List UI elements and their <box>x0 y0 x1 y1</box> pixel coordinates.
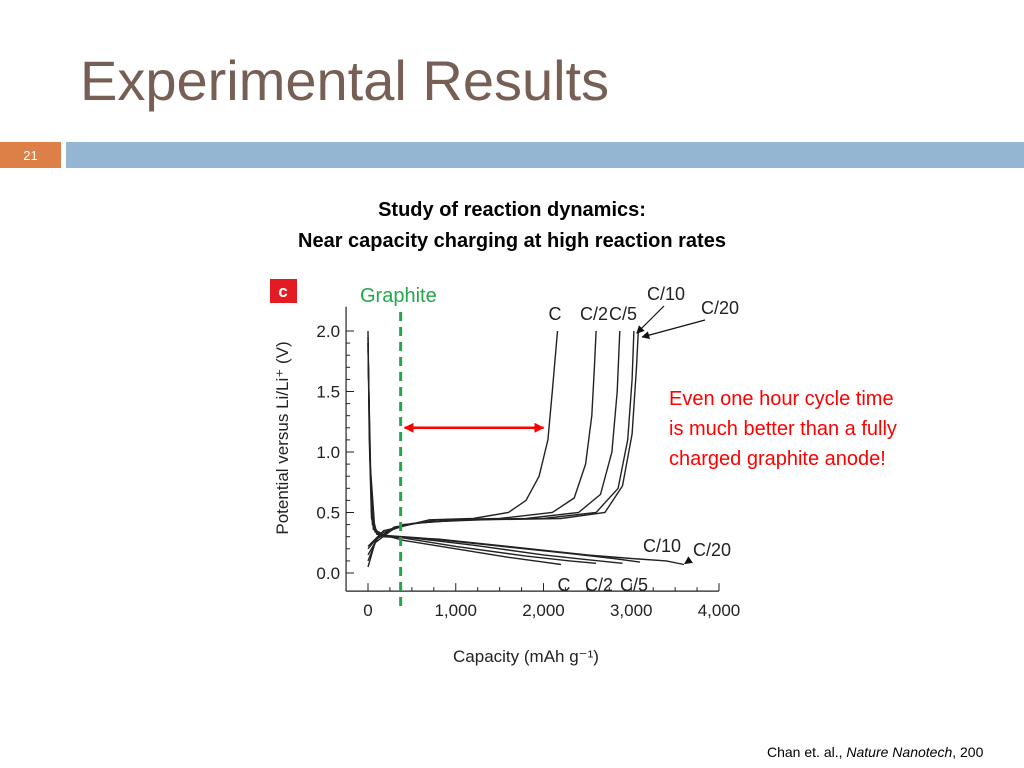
discharge-curve-c-10 <box>367 343 641 563</box>
discharge-curve-label: C/5 <box>620 575 648 595</box>
y-axis-label: Potential versus Li/Li⁺ (V) <box>273 341 292 534</box>
graphite-label: Graphite <box>360 285 437 307</box>
discharge-curve-label: C <box>558 575 571 595</box>
discharge-curve-label: C/20 <box>693 540 731 560</box>
charge-curve-label: C/10 <box>647 284 685 304</box>
charge-curve-label: C/5 <box>609 304 637 324</box>
citation-authors: Chan et. al., <box>767 744 847 760</box>
charge-curve-label: C/2 <box>580 304 608 324</box>
charge-curve-c <box>367 330 559 568</box>
panel-badge <box>270 279 297 303</box>
pointer-c20 <box>641 319 706 340</box>
panel-label: c <box>278 282 287 301</box>
annotation-text: Even one hour cycle time is much better … <box>669 384 969 474</box>
y-tick-label: 0.0 <box>316 564 340 583</box>
discharge-curve-c-20 <box>367 349 685 566</box>
annotation-line-2: is much better than a fully <box>669 418 897 440</box>
pointer-discharge-c20 <box>684 556 693 565</box>
charge-curve-c-20 <box>367 330 639 547</box>
x-tick-label: 0 <box>363 601 372 620</box>
x-axis-label: Capacity (mAh g⁻¹) <box>453 647 599 666</box>
pointer-c10 <box>636 305 665 334</box>
charge-curve-label: C <box>549 304 562 324</box>
y-tick-label: 0.5 <box>316 504 340 523</box>
y-tick-label: 1.0 <box>316 443 340 462</box>
x-tick-label: 1,000 <box>434 601 477 620</box>
y-tick-label: 1.5 <box>316 383 340 402</box>
charge-curve-c-5 <box>367 330 621 556</box>
discharge-curve-c-2 <box>367 337 597 564</box>
discharge-curve-label: C/10 <box>643 536 681 556</box>
x-tick-label: 4,000 <box>698 601 741 620</box>
annotation-line-1: Even one hour cycle time <box>669 388 894 410</box>
annotation-line-3: charged graphite anode! <box>669 448 886 470</box>
x-tick-label: 2,000 <box>522 601 565 620</box>
citation-journal: Nature Nanotech <box>846 744 953 760</box>
discharge-curve-label: C/2 <box>585 575 613 595</box>
header-band <box>66 142 1024 168</box>
slide-number: 21 <box>0 142 61 168</box>
x-tick-label: 3,000 <box>610 601 653 620</box>
charge-curve-label: C/20 <box>701 298 739 318</box>
citation-year: , 200 <box>952 744 984 760</box>
chart-heading-line2: Near capacity charging at high reaction … <box>298 230 726 252</box>
chart-heading-line1: Study of reaction dynamics: <box>378 199 646 221</box>
y-tick-label: 2.0 <box>316 322 340 341</box>
discharge-curve-c-5 <box>367 343 623 564</box>
citation: Chan et. al., Nature Nanotech, 200 <box>767 744 983 760</box>
slide-title: Experimental Results <box>80 49 610 112</box>
discharge-curve-c <box>367 330 562 566</box>
